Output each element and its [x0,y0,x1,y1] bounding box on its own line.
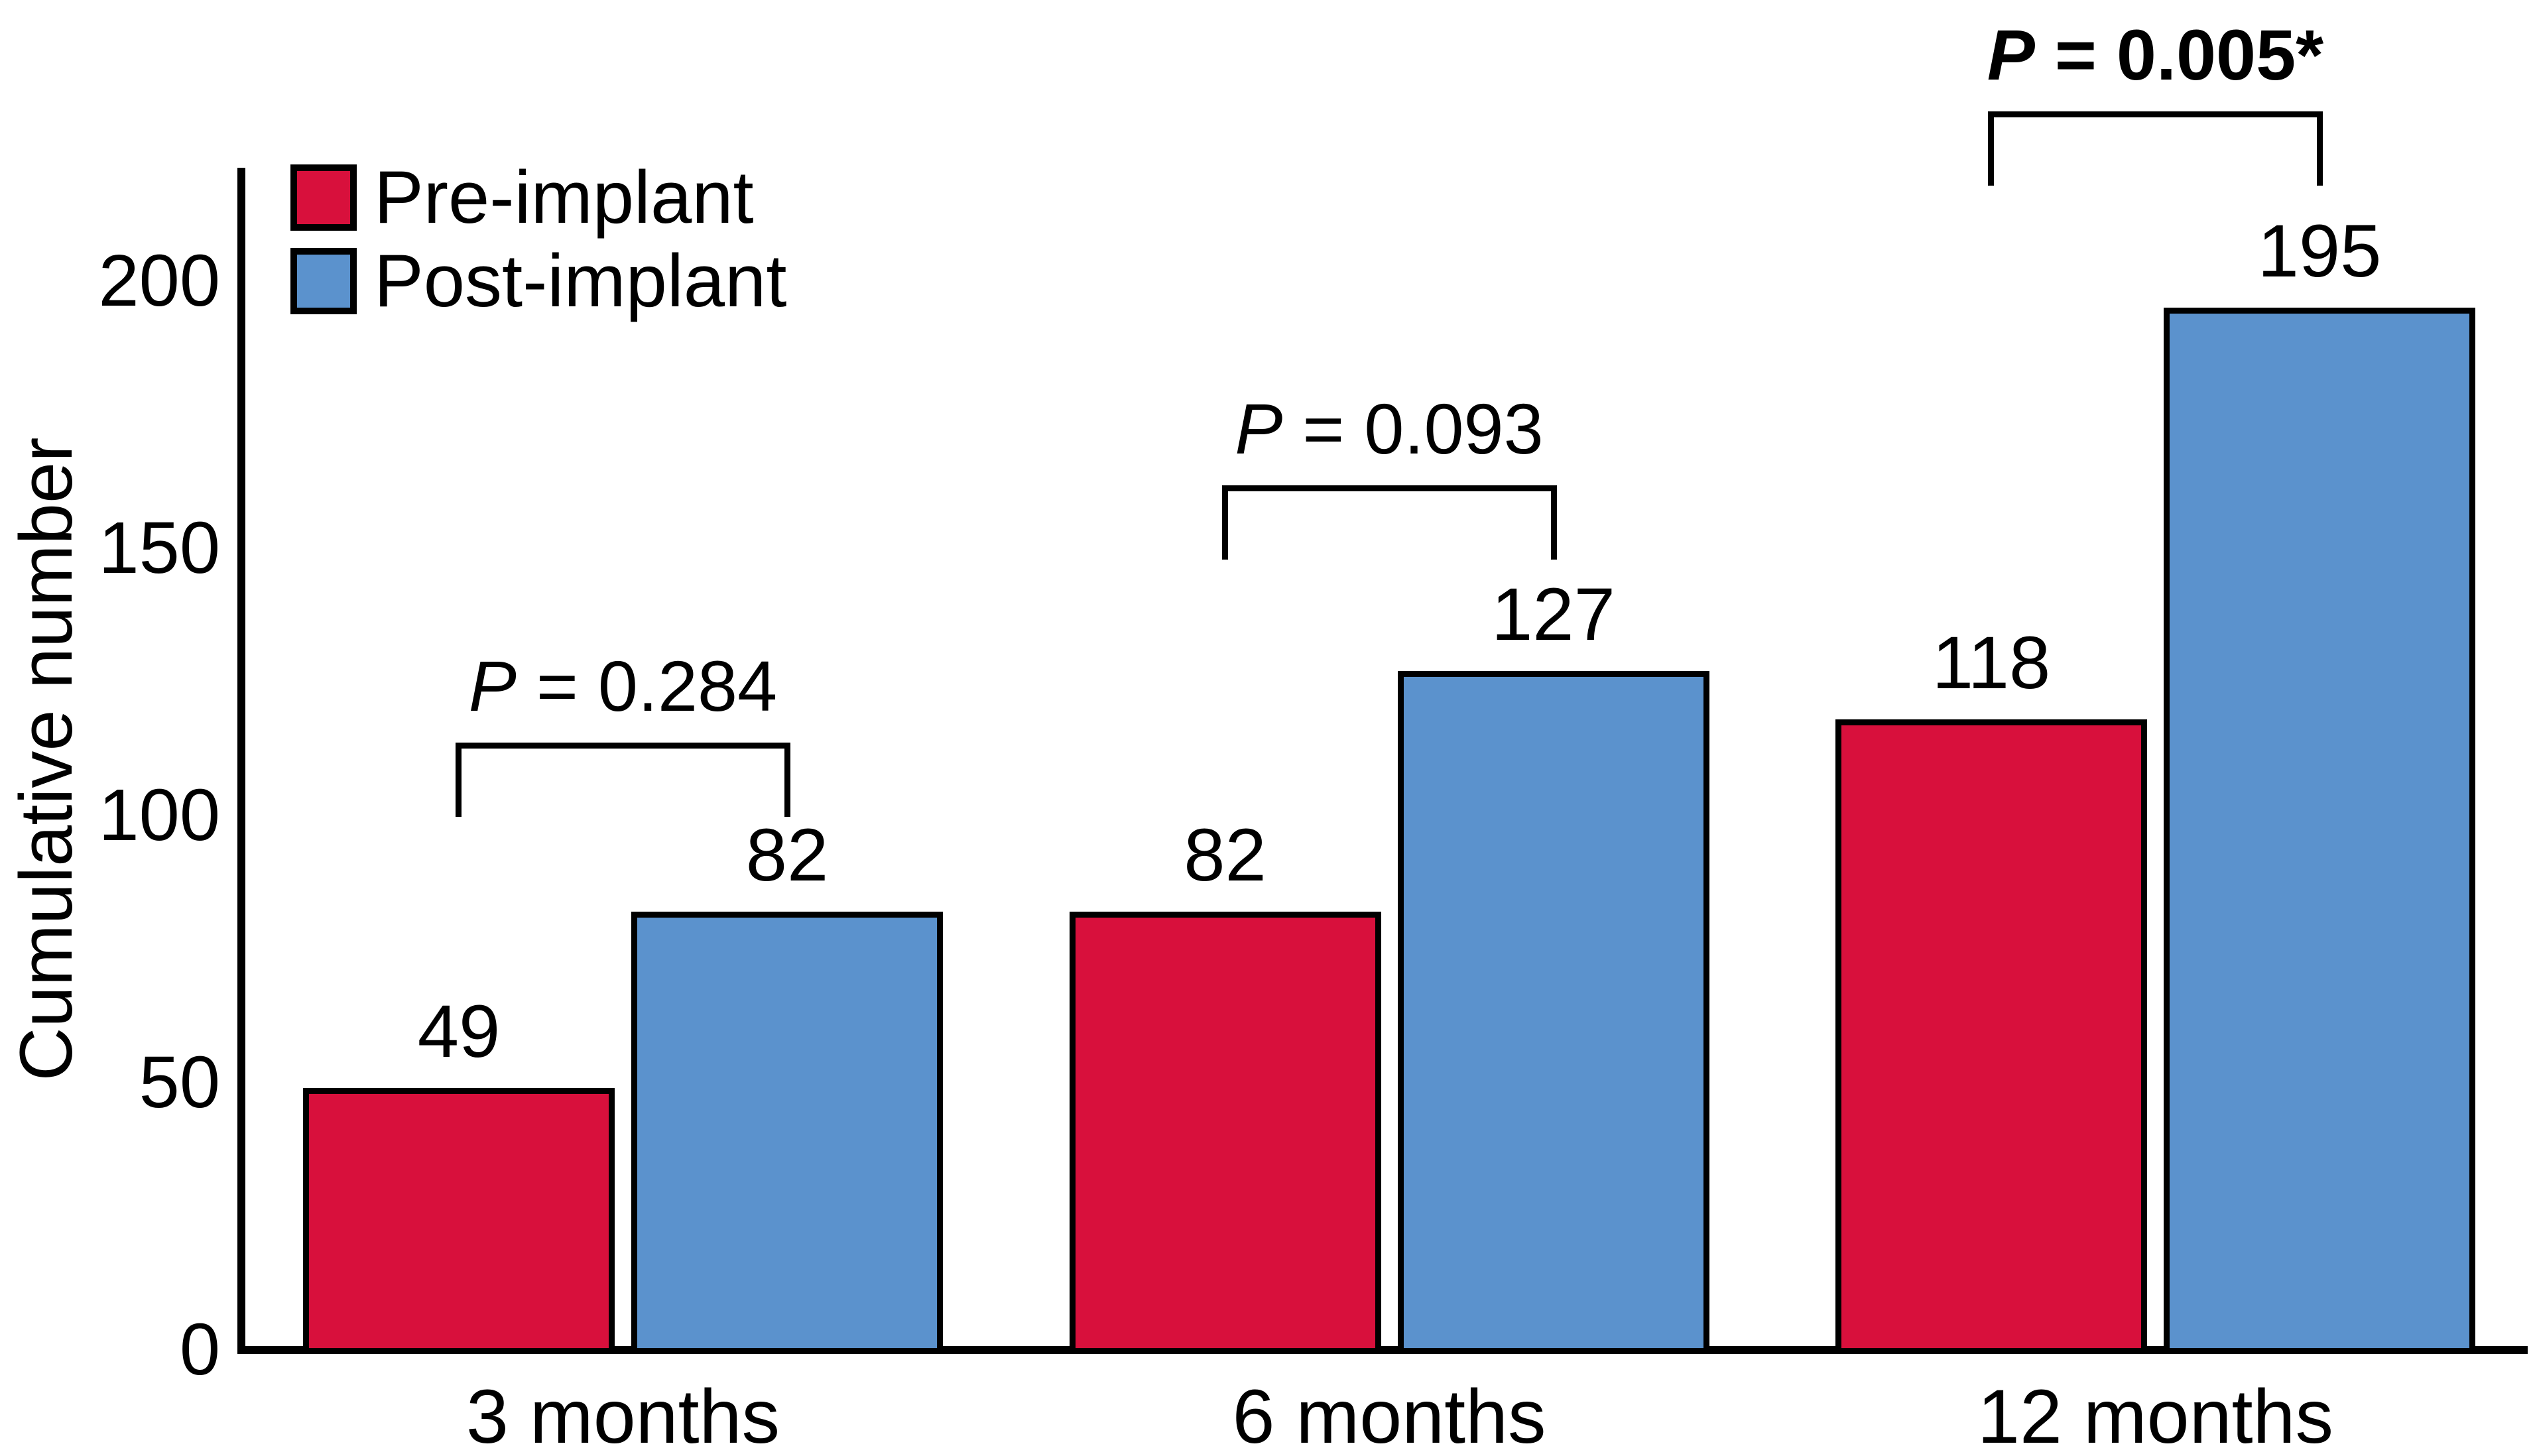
x-category-label-6-months: 6 months [1232,1374,1546,1456]
p-symbol: P [1235,389,1283,469]
bar-value-label: 49 [417,990,501,1073]
bracket-top-6-months [1221,485,1557,491]
y-tick-label-50: 50 [139,1042,220,1123]
p-symbol: P [1987,15,2035,95]
y-tick-label-150: 150 [98,507,220,589]
x-category-label-3-months: 3 months [465,1374,780,1456]
y-tick-label-0: 0 [179,1309,220,1390]
y-tick-label-100: 100 [98,774,220,856]
p-value-label-6-months: P = 0.093 [1235,389,1544,469]
legend-label-pre-implant: Pre-implant [374,156,754,239]
p-symbol: P [468,646,517,726]
bar-post-implant-12-months [2164,308,2475,1354]
bar-pre-implant-3-months [303,1088,615,1354]
bracket-left-leg-3-months [456,743,462,817]
legend: Pre-implant Post-implant [290,156,787,332]
legend-item-pre-implant: Pre-implant [290,156,786,239]
bracket-top-12-months [1988,111,2323,117]
bracket-right-leg-3-months [784,743,790,817]
bar-value-label: 195 [2257,210,2382,293]
bracket-right-leg-6-months [1550,485,1557,560]
y-tick-label-200: 200 [98,240,220,322]
p-value-label-3-months: P = 0.284 [468,646,778,726]
legend-item-post-implant: Post-implant [290,239,787,322]
bar-value-label: 127 [1491,573,1615,656]
bar-value-label: 118 [1932,621,2051,704]
bar-value-label: 82 [1184,814,1266,897]
bar-post-implant-6-months [1397,671,1709,1354]
bracket-right-leg-12-months [2317,111,2323,186]
x-category-label-12-months: 12 months [1977,1374,2333,1456]
bracket-top-3-months [456,743,790,749]
bar-post-implant-3-months [631,912,943,1354]
legend-label-post-implant: Post-implant [374,239,787,322]
bracket-left-leg-12-months [1988,111,1994,186]
bar-value-label: 82 [745,814,829,897]
p-value-label-12-months: P = 0.005* [1987,15,2324,95]
bracket-left-leg-6-months [1221,485,1228,560]
bar-pre-implant-6-months [1069,912,1381,1354]
y-axis-line [237,168,245,1354]
bar-pre-implant-12-months [1835,719,2147,1354]
legend-swatch-post-implant [290,248,357,314]
legend-swatch-pre-implant [290,164,357,231]
